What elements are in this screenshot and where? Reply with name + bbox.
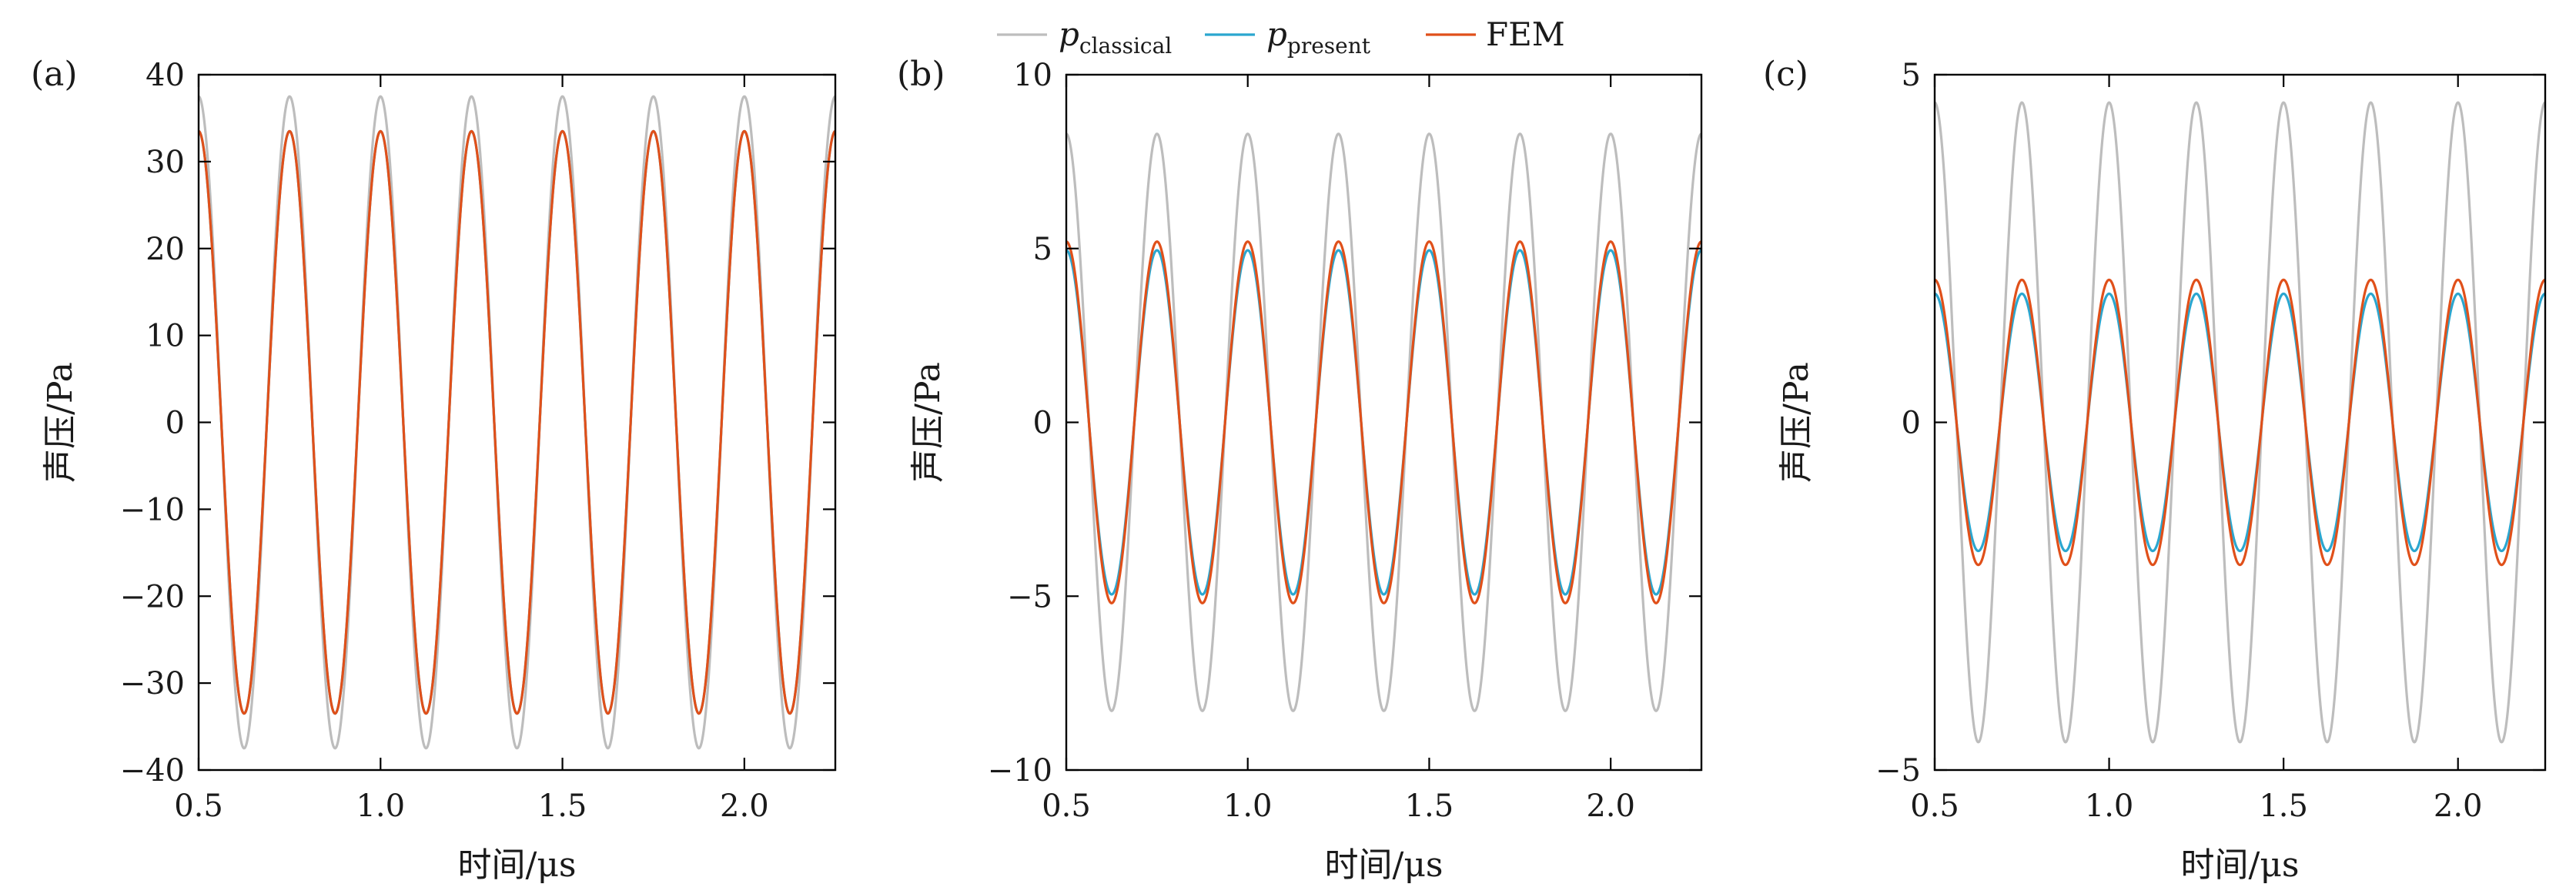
y-tick-label: 5 <box>1033 232 1052 267</box>
legend-label: FEM <box>1486 15 1565 53</box>
y-tick-label: 40 <box>146 58 185 93</box>
y-axis-label: 声压/Pa <box>41 362 80 483</box>
x-tick-label: 2.0 <box>2434 789 2483 824</box>
y-tick-label: −20 <box>120 579 185 614</box>
series-line-p-classical <box>199 95 835 750</box>
x-tick-label: 1.0 <box>356 789 405 824</box>
chart-panel-3: 0.5 1.0 1.5 2.0 −5 0 5 时间/μs 声压/Pa (c) <box>1763 55 2547 885</box>
series-line-p-classical <box>1935 101 2545 744</box>
y-tick-label: 0 <box>1033 406 1052 441</box>
y-tick-label: 10 <box>1013 58 1052 93</box>
x-axis-label: 时间/μs <box>458 845 577 885</box>
x-tick-label: 1.5 <box>1405 789 1454 824</box>
series-line-p-present <box>1935 292 2545 553</box>
y-tick-label: 30 <box>146 145 185 180</box>
series-line-p-present <box>1066 249 1701 596</box>
legend-entry-2: ppresent <box>1205 15 1371 59</box>
y-tick-label: 5 <box>1902 58 1921 93</box>
panels: 0.5 1.0 1.5 2.0 −40 −30 −20 −10 0 10 20 30 40 时间/μs 声压… <box>31 55 2547 885</box>
y-axis-label: 声压/Pa <box>1777 362 1816 483</box>
x-tick-label: 2.0 <box>1586 789 1635 824</box>
x-tick-label: 1.0 <box>2085 789 2134 824</box>
series-line-p-classical <box>1066 132 1701 712</box>
y-axis-label: 声压/Pa <box>908 362 948 483</box>
legend: pclassical ppresent FEM <box>997 15 1565 59</box>
legend-entry-3: FEM <box>1426 15 1565 53</box>
x-axis-label: 时间/μs <box>1325 845 1444 885</box>
plot-frame <box>197 73 837 772</box>
panel-label: (c) <box>1763 55 1808 94</box>
series-line-p-present <box>199 129 835 715</box>
y-tick-label: −10 <box>120 492 185 527</box>
x-tick-label: 0.5 <box>1042 789 1091 824</box>
x-tick-label: 1.5 <box>538 789 587 824</box>
y-tick-label: 20 <box>146 232 185 267</box>
x-tick-label: 0.5 <box>174 789 223 824</box>
x-tick-label: 1.0 <box>1223 789 1273 824</box>
panel-label: (b) <box>897 55 945 94</box>
panel-label: (a) <box>31 55 78 94</box>
y-tick-label: −40 <box>120 753 185 789</box>
x-axis-label: 时间/μs <box>2181 845 2300 885</box>
legend-label: ppresent <box>1266 15 1371 59</box>
plot-frame <box>1065 73 1703 772</box>
plot-frame <box>1933 73 2547 772</box>
x-tick-label: 0.5 <box>1910 789 1959 824</box>
y-tick-label: 10 <box>146 319 185 354</box>
y-tick-label: −5 <box>1875 753 1921 789</box>
y-tick-label: 0 <box>166 406 185 441</box>
series-line-FEM <box>1066 240 1701 604</box>
y-tick-label: 0 <box>1902 406 1921 441</box>
series-line-FEM <box>199 129 835 715</box>
chart-panel-1: 0.5 1.0 1.5 2.0 −40 −30 −20 −10 0 10 20 30 40 时间/μs 声压… <box>31 55 837 885</box>
y-tick-label: −10 <box>988 753 1052 789</box>
legend-label: pclassical <box>1059 15 1172 59</box>
series-group <box>199 95 835 750</box>
series-line-FEM <box>1935 278 2545 567</box>
series-group <box>1935 101 2545 744</box>
chart-panel-2: 0.5 1.0 1.5 2.0 −10 −5 0 5 10 时间/μs 声压/Pa (b) <box>897 55 1703 885</box>
x-tick-label: 1.5 <box>2259 789 2308 824</box>
y-tick-label: −30 <box>120 666 185 701</box>
legend-entry-1: pclassical <box>997 15 1172 59</box>
y-tick-label: −5 <box>1007 579 1052 614</box>
x-tick-label: 2.0 <box>720 789 769 824</box>
series-group <box>1066 132 1701 712</box>
